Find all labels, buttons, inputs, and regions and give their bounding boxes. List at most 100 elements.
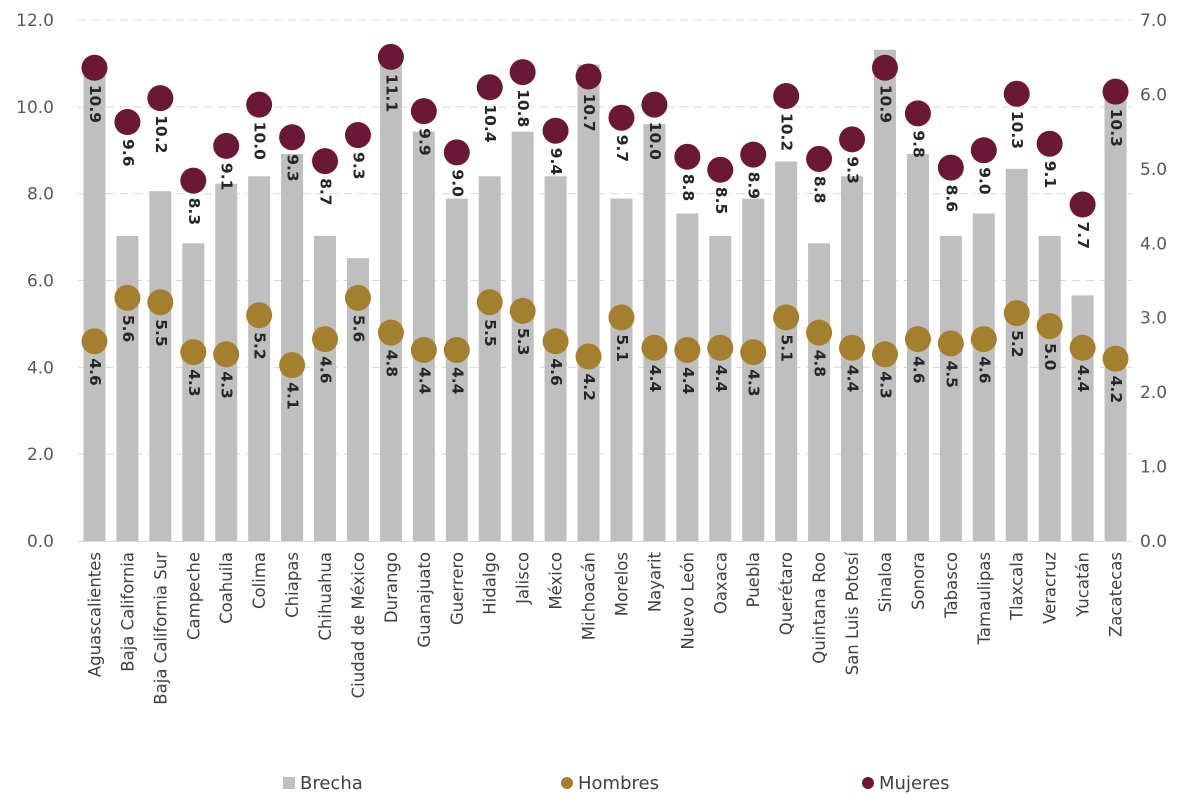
data-labels: 4.6 5.6 5.5 4.3 4.3 5.2 4.1 4.6 5.6 4.8 4.4 4.4 5.5 5…: [86, 74, 1125, 410]
hombres-point: [147, 289, 174, 316]
brecha-bar: [972, 213, 995, 541]
mujeres-point: [1036, 130, 1063, 157]
legend-swatch-mujeres: [862, 777, 874, 789]
mujeres-point: [312, 148, 339, 175]
category-label: Morelos: [612, 552, 631, 616]
mujeres-value-label: 10.8: [514, 89, 532, 127]
hombres-point: [312, 326, 339, 353]
mujeres-value-label: 10.0: [646, 122, 664, 160]
mujeres-point: [970, 137, 997, 164]
brecha-bar: [577, 64, 600, 542]
legend-swatch-brecha: [283, 777, 295, 789]
hombres-point: [970, 326, 997, 353]
mujeres-point: [344, 122, 371, 149]
mujeres-value-label: 9.1: [1041, 161, 1059, 188]
mujeres-value-label: 9.0: [448, 169, 466, 197]
hombres-point: [674, 336, 701, 363]
hombres-value-label: 5.6: [349, 315, 367, 342]
hombres-points: [81, 284, 1129, 379]
brecha-bar: [742, 198, 765, 541]
mujeres-point: [773, 82, 800, 109]
category-label: Chiapas: [283, 552, 302, 618]
hombres-point: [839, 334, 866, 361]
mujeres-value-label: 8.7: [317, 178, 335, 205]
right-tick-label: 1.0: [1140, 458, 1167, 478]
category-label: Ciudad de México: [349, 552, 368, 698]
category-label: Campeche: [184, 552, 203, 640]
mujeres-point: [279, 124, 306, 151]
hombres-point: [180, 339, 207, 366]
mujeres-point: [674, 143, 701, 170]
brecha-bar: [676, 213, 699, 541]
hombres-point: [1069, 334, 1096, 361]
mujeres-value-label: 10.7: [580, 93, 598, 131]
mujeres-value-label: 10.3: [1107, 109, 1125, 147]
brecha-bar: [412, 131, 435, 541]
hombres-point: [542, 328, 569, 355]
mujeres-point: [410, 98, 437, 125]
brecha-bar: [939, 235, 962, 542]
mujeres-point: [740, 141, 767, 168]
hombres-point: [904, 326, 931, 353]
hombres-value-label: 4.8: [382, 350, 400, 377]
mujeres-value-label: 9.9: [415, 128, 433, 155]
hombres-point: [344, 284, 371, 311]
hombres-point: [279, 352, 306, 379]
mujeres-value-label: 9.3: [844, 156, 862, 183]
hombres-point: [937, 330, 964, 357]
hombres-point: [740, 339, 767, 366]
mujeres-value-label: 10.0: [251, 122, 269, 160]
hombres-point: [1102, 345, 1129, 372]
hombres-value-label: 4.6: [975, 356, 993, 383]
hombres-value-label: 4.6: [547, 358, 565, 385]
hombres-point: [575, 343, 602, 370]
hombres-value-label: 4.3: [185, 369, 203, 396]
hombres-value-label: 4.4: [844, 365, 862, 393]
mujeres-value-label: 9.3: [349, 152, 367, 179]
brecha-bar: [116, 235, 139, 542]
category-label: Tabasco: [942, 552, 961, 619]
hombres-value-label: 4.3: [218, 371, 236, 398]
hombres-point: [114, 284, 141, 311]
hombres-value-label: 5.3: [514, 328, 532, 355]
hombres-value-label: 5.1: [778, 334, 796, 361]
category-label: Guanajuato: [415, 552, 434, 648]
mujeres-point: [641, 91, 668, 118]
left-tick-label: 2.0: [27, 445, 54, 465]
legend-label: Brecha: [300, 773, 363, 794]
left-tick-label: 6.0: [27, 272, 54, 292]
hombres-value-label: 4.5: [942, 360, 960, 387]
category-label: Tamaulipas: [975, 552, 994, 645]
mujeres-point: [575, 63, 602, 90]
right-tick-label: 5.0: [1140, 160, 1167, 180]
hombres-point: [641, 334, 668, 361]
brecha-bar: [643, 124, 666, 541]
hombres-value-label: 4.6: [86, 358, 104, 385]
hombres-value-label: 4.2: [1107, 376, 1125, 403]
hombres-point: [443, 336, 470, 363]
hombres-value-label: 5.5: [481, 319, 499, 346]
category-label: San Luis Potosí: [843, 551, 862, 676]
hombres-value-label: 4.2: [580, 373, 598, 400]
category-label: Jalisco: [514, 552, 533, 605]
mujeres-value-label: 9.6: [119, 139, 137, 166]
hombres-point: [410, 336, 437, 363]
right-axis-ticks: 0.0 1.0 2.0 3.0 4.0 5.0 6.0 7.0: [1140, 11, 1167, 552]
hombres-point: [806, 319, 833, 346]
mujeres-point: [806, 145, 833, 172]
category-label: México: [547, 552, 566, 610]
hombres-point: [246, 302, 273, 329]
category-label: Zacatecas: [1107, 552, 1126, 637]
category-label: Quintana Roo: [810, 552, 829, 664]
hombres-value-label: 4.4: [679, 367, 697, 395]
mujeres-value-label: 8.6: [942, 185, 960, 212]
mujeres-point: [509, 59, 536, 86]
brecha-bar: [346, 258, 369, 541]
brecha-bar: [808, 243, 831, 542]
right-tick-label: 2.0: [1140, 383, 1167, 403]
hombres-value-label: 4.6: [317, 356, 335, 383]
legend-label: Hombres: [578, 773, 659, 794]
hombres-point: [377, 319, 404, 346]
left-tick-label: 0.0: [27, 532, 54, 552]
mujeres-value-label: 9.1: [218, 163, 236, 190]
